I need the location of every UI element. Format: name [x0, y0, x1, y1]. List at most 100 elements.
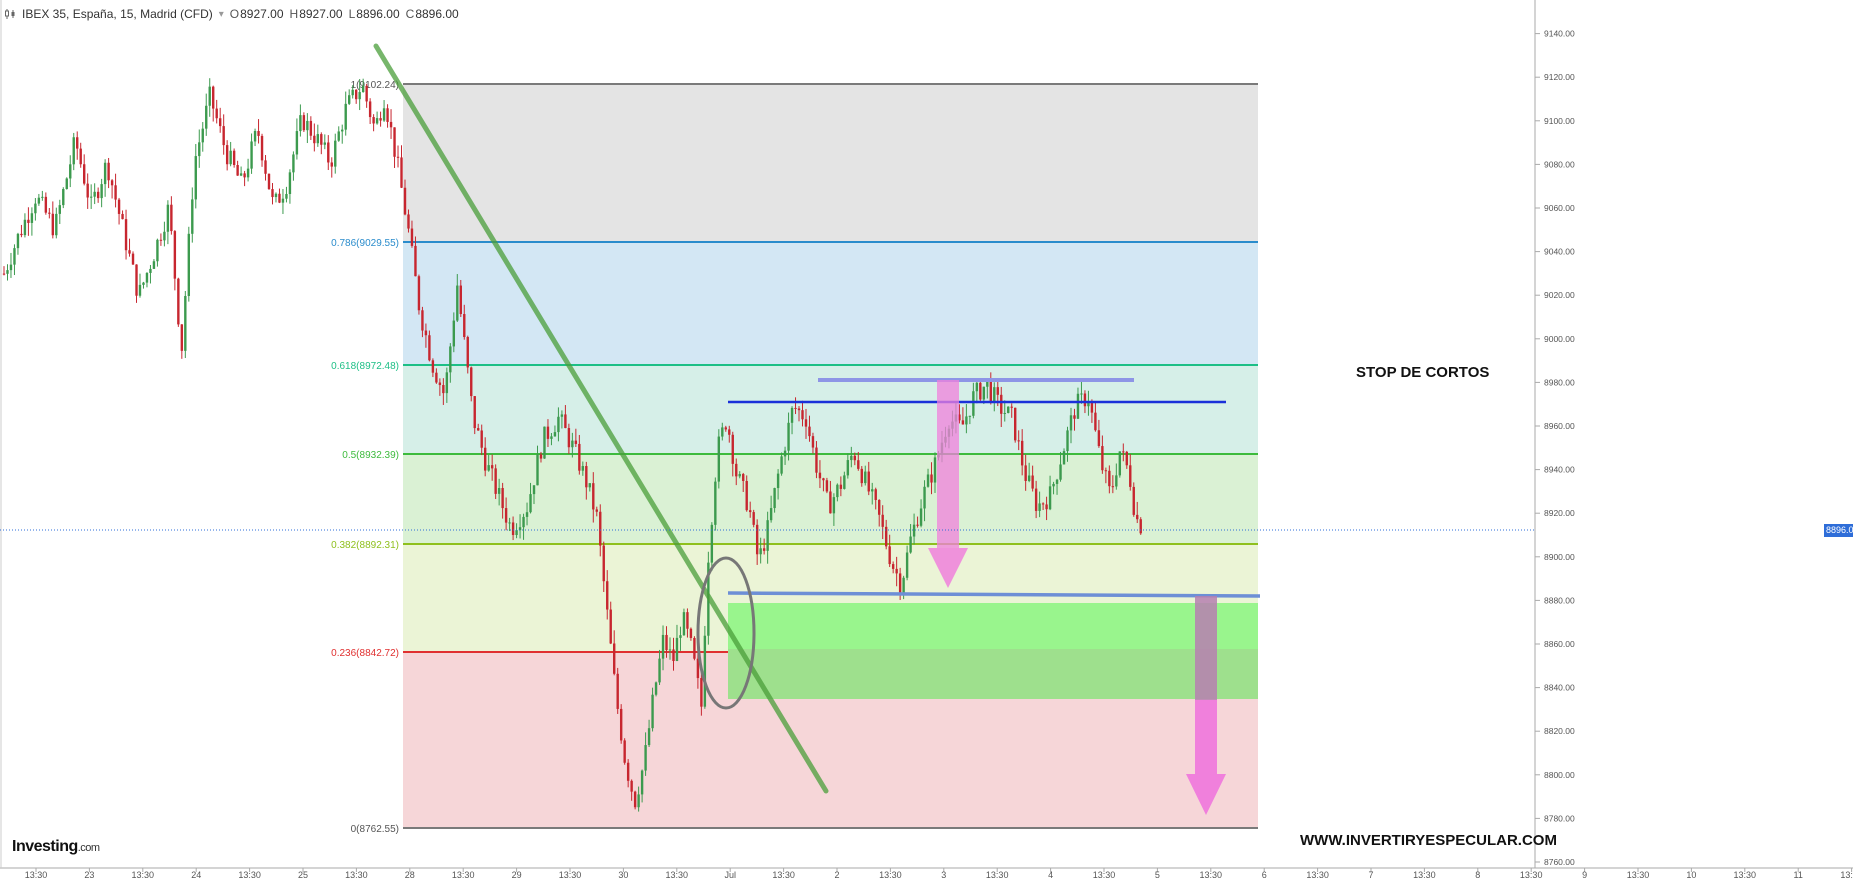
candle-body [128, 250, 131, 254]
candle-body [682, 612, 686, 636]
candle-body [1136, 514, 1139, 520]
candle-body [710, 524, 714, 563]
candle-body [368, 101, 372, 118]
candle-body [546, 426, 550, 439]
candle-body [69, 164, 72, 179]
candle-body [400, 157, 403, 188]
candle-body [159, 239, 163, 241]
candle-body [898, 573, 902, 593]
candle-body [1118, 451, 1122, 476]
candle-body [773, 488, 776, 509]
candle-body [124, 219, 128, 251]
candle-body [145, 272, 149, 283]
candle-body [585, 466, 588, 488]
candle-body [243, 173, 246, 178]
candle-body [470, 367, 473, 397]
ohlc-high: H 8927.00 [290, 7, 343, 21]
x-tick-label: 13:30 [25, 870, 48, 880]
candle-body [808, 426, 811, 437]
candle-body [257, 130, 260, 136]
candle-body [414, 245, 417, 277]
candle-body [487, 465, 490, 471]
y-tick-label: 8860.00 [1544, 639, 1575, 649]
candle-body [351, 89, 354, 96]
highlight-ellipse [696, 556, 756, 710]
candle-body [532, 485, 536, 495]
x-tick-label: 4 [1048, 870, 1053, 880]
candle-body [553, 432, 557, 437]
candle-body [1139, 519, 1142, 534]
instrument-title[interactable]: IBEX 35, España, 15, Madrid (CFD) [22, 7, 213, 21]
candle-body [567, 428, 571, 448]
chevron-down-icon[interactable]: ▾ [218, 8, 224, 20]
candle-body [968, 415, 972, 417]
website-annotation: WWW.INVERTIRYESPECULAR.COM [1300, 832, 1557, 849]
candle-body [62, 188, 65, 206]
candle-body [888, 546, 891, 565]
target-arrow-shaft [937, 380, 959, 548]
candle-body [665, 634, 668, 651]
y-tick-label: 8940.00 [1544, 465, 1575, 475]
fib-band [403, 242, 1258, 365]
candle-body [379, 118, 382, 121]
candle-body [522, 516, 525, 528]
candle-body [933, 457, 937, 483]
chart-type-icon[interactable] [4, 8, 16, 20]
candle-body [149, 268, 152, 273]
candle-body [616, 673, 619, 709]
candle-body [961, 420, 965, 425]
candle-body [365, 85, 368, 102]
candle-body [902, 577, 905, 593]
candle-body [302, 115, 306, 131]
candle-body [1017, 440, 1020, 442]
candle-body [407, 214, 410, 229]
ohlc-close-value: 8896.00 [415, 7, 459, 21]
candle-body [853, 455, 857, 461]
candle-body [191, 199, 194, 234]
y-tick-label: 9080.00 [1544, 159, 1575, 169]
candle-body [285, 193, 288, 199]
candle-body [550, 436, 553, 439]
support-zone-upper [728, 603, 1258, 649]
candle-body [1024, 465, 1027, 481]
x-tick-label: 13:30 [1734, 870, 1757, 880]
candle-body [386, 108, 389, 122]
target-arrow-head [928, 548, 968, 588]
x-tick-label: 10 [1686, 870, 1696, 880]
candle-body [564, 414, 567, 429]
candle-body [1003, 412, 1006, 414]
candle-body [748, 510, 752, 513]
candle-body [34, 203, 37, 214]
candle-body [780, 456, 783, 474]
candle-body [9, 264, 13, 271]
candle-body [205, 105, 208, 129]
candle-body [117, 199, 121, 214]
candle-body [452, 320, 456, 347]
investing-logo[interactable]: Investing.com [12, 838, 100, 856]
candle-body [787, 422, 790, 451]
candle-body [693, 637, 696, 659]
candle-body [839, 484, 843, 489]
x-tick-label: 13:30 [452, 870, 475, 880]
candle-body [640, 770, 644, 795]
drawings[interactable] [373, 43, 1261, 815]
candle-body [65, 178, 68, 189]
x-tick-label: 13:30 [1840, 870, 1853, 880]
x-tick-label: 8 [1475, 870, 1480, 880]
candle-body [89, 196, 93, 198]
candle-body [560, 414, 564, 417]
candle-body [372, 117, 375, 124]
candle-body [330, 162, 333, 167]
ohlc-high-key: H [289, 7, 299, 21]
candle-body [449, 346, 452, 373]
ohlc-close-key: C [405, 7, 415, 21]
candle-body [822, 478, 825, 481]
candle-body [525, 512, 529, 517]
candle-body [1129, 465, 1132, 487]
candle-body [382, 108, 386, 121]
candle-body [651, 694, 654, 729]
candle-body [260, 135, 264, 161]
candles [2, 78, 1142, 812]
